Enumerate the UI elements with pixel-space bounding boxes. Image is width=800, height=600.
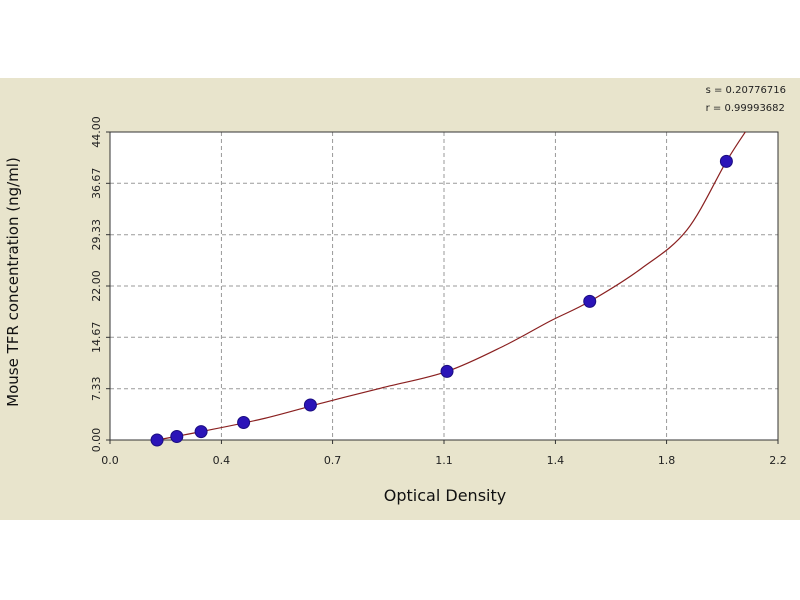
fit-s-value: s = 0.20776716 bbox=[705, 85, 786, 96]
y-tick-label: 36.67 bbox=[90, 168, 103, 200]
data-point bbox=[440, 364, 454, 378]
y-tick-label: 22.00 bbox=[90, 270, 103, 302]
y-tick-label: 29.33 bbox=[90, 219, 103, 251]
y-tick-label: 7.33 bbox=[90, 376, 103, 401]
data-point bbox=[719, 154, 733, 168]
fit-curve bbox=[153, 132, 747, 440]
x-tick-label: 2.2 bbox=[769, 454, 787, 467]
x-axis-label: Optical Density bbox=[383, 486, 507, 505]
x-tick-label: 0.4 bbox=[213, 454, 231, 467]
fit-stats: s = 0.20776716 r = 0.99993682 bbox=[706, 82, 786, 118]
fit-r-value: r = 0.99993682 bbox=[705, 103, 785, 114]
data-point bbox=[303, 398, 317, 412]
data-point bbox=[237, 416, 251, 429]
y-tick-label: 14.67 bbox=[90, 322, 103, 354]
data-point bbox=[150, 433, 164, 447]
y-tick-label: 44.00 bbox=[90, 116, 103, 148]
y-axis-label: Mouse TFR concentration (ng/ml) bbox=[4, 157, 22, 407]
data-point bbox=[194, 425, 208, 439]
x-tick-label: 0.7 bbox=[324, 454, 342, 467]
x-tick-label: 1.8 bbox=[658, 454, 676, 467]
data-point bbox=[170, 430, 184, 443]
y-tick-label: 0.00 bbox=[90, 428, 103, 453]
x-tick-label: 1.1 bbox=[435, 454, 453, 467]
data-point bbox=[583, 294, 597, 308]
x-tick-label: 0.0 bbox=[101, 454, 119, 467]
x-tick-label: 1.4 bbox=[547, 454, 565, 467]
